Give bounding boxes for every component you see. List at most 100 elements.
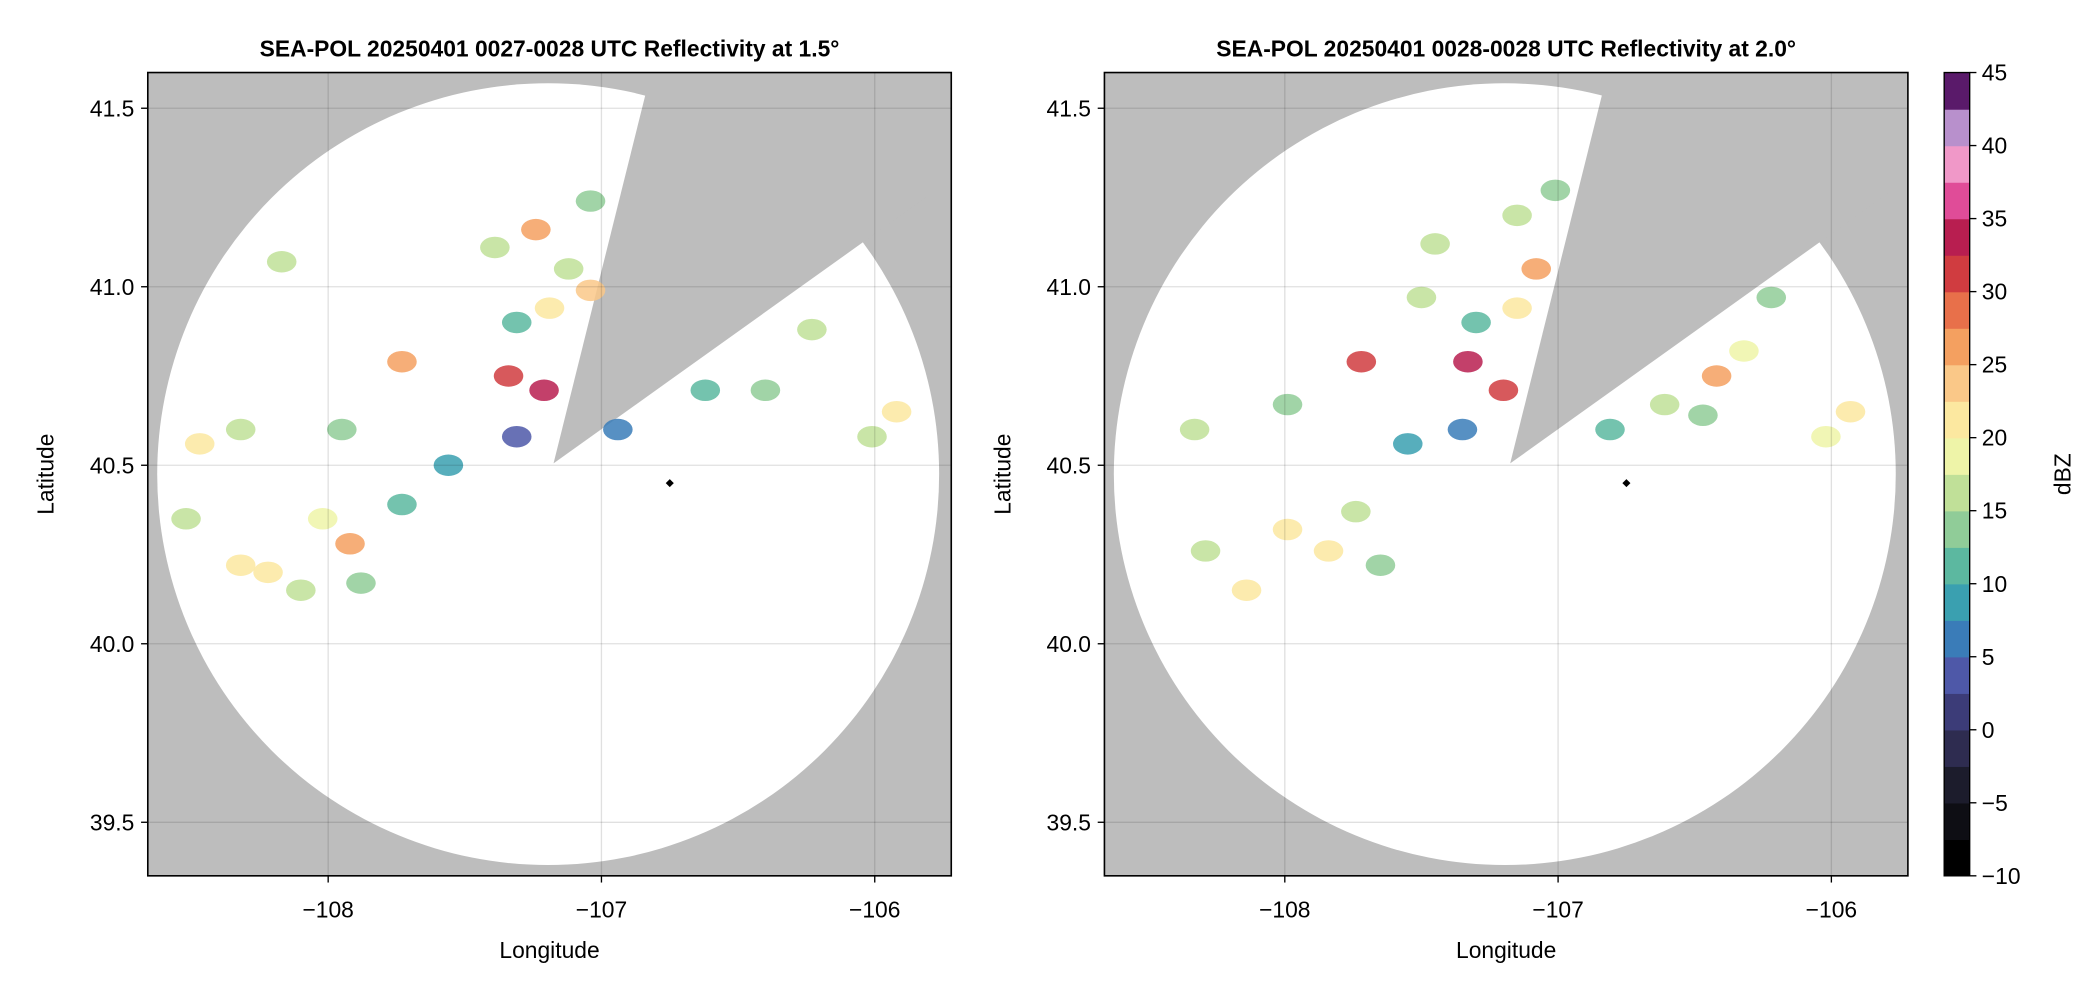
plot-frame xyxy=(1103,71,1909,877)
colorbar-tick-label: 40 xyxy=(1982,133,2007,159)
echo-cell xyxy=(857,425,887,448)
chart-title: SEA-POL 20250401 0027-0028 UTC Reflectiv… xyxy=(260,35,840,61)
y-axis-label: Latitude xyxy=(33,434,59,515)
colorbar-tick-label: −5 xyxy=(1982,790,2008,816)
x-axis-label: Longitude xyxy=(1456,937,1556,963)
colorbar-tick-label: 35 xyxy=(1982,206,2007,232)
echo-cell xyxy=(575,190,606,212)
colorbar-segment xyxy=(1944,437,1970,475)
colorbar-tick-label: 0 xyxy=(1982,717,1995,743)
echo-cell xyxy=(1649,393,1680,416)
y-tick-label: 41.0 xyxy=(90,274,134,300)
colorbar-tick-label: 5 xyxy=(1982,644,1995,670)
colorbar-segment xyxy=(1944,145,1970,183)
y-tick-label: 40.5 xyxy=(1047,452,1091,478)
colorbar-segment xyxy=(1944,109,1970,147)
blocked-sector xyxy=(1510,72,1908,464)
echo-cell xyxy=(1406,286,1437,309)
x-tick-label: −108 xyxy=(302,896,353,922)
echo-cell xyxy=(1453,350,1483,373)
echo-cell xyxy=(603,418,633,441)
echo-cell xyxy=(881,400,912,423)
colorbar-segment xyxy=(1944,656,1970,694)
echo-cell xyxy=(1540,179,1571,202)
x-tick-label: −106 xyxy=(1806,896,1857,922)
colorbar-tick-label: −10 xyxy=(1982,863,2021,889)
y-axis-label: Latitude xyxy=(989,434,1015,515)
colorbar-segment xyxy=(1944,474,1970,512)
echo-cell xyxy=(1190,540,1221,562)
colorbar-segment xyxy=(1944,766,1970,804)
echo-cell xyxy=(1179,418,1210,441)
colorbar-segment xyxy=(1944,182,1970,220)
echo-cell xyxy=(501,311,532,334)
y-tick-label: 41.5 xyxy=(90,95,134,121)
echo-cell xyxy=(480,236,510,259)
echo-cell xyxy=(1488,379,1519,402)
echo-cell xyxy=(171,508,201,530)
plot-frame xyxy=(146,71,953,877)
echo-cell xyxy=(575,279,606,302)
colorbar-label: dBZ xyxy=(2049,453,2075,495)
colorbar-segment xyxy=(1944,547,1970,585)
colorbar-tick-label: 45 xyxy=(1982,60,2007,86)
echo-cell xyxy=(1313,540,1344,562)
y-tick-label: 40.0 xyxy=(1047,631,1091,657)
colorbar-tick-label: 15 xyxy=(1982,498,2007,524)
y-tick-label: 41.0 xyxy=(1047,274,1091,300)
echo-cell xyxy=(335,533,365,555)
colorbar-tick-label: 10 xyxy=(1982,571,2007,597)
echo-cell xyxy=(307,508,338,530)
echo-cell xyxy=(1272,518,1303,541)
echo-cell xyxy=(253,561,283,584)
echo-cell xyxy=(1756,286,1787,309)
colorbar-segment xyxy=(1944,291,1970,329)
echo-cell xyxy=(387,493,417,516)
echo-cell xyxy=(1521,258,1552,280)
colorbar-tick-label: 20 xyxy=(1982,425,2007,451)
echo-cell xyxy=(1341,500,1371,523)
echo-cell xyxy=(225,554,256,576)
colorbar-tick-label: 25 xyxy=(1982,352,2007,378)
colorbar-segment xyxy=(1944,693,1970,731)
echo-cell xyxy=(750,379,781,402)
colorbar-segment xyxy=(1944,401,1970,439)
echo-cell xyxy=(1346,350,1377,373)
colorbar-segment xyxy=(1944,729,1970,767)
plot-area xyxy=(1104,72,1908,876)
echo-cell xyxy=(1701,365,1732,387)
x-tick-label: −106 xyxy=(849,896,900,922)
radar-site xyxy=(1622,479,1631,488)
colorbar-segment xyxy=(1944,255,1970,293)
echo-cell xyxy=(1502,204,1532,227)
colorbar-segment xyxy=(1944,328,1970,366)
y-tick-label: 39.5 xyxy=(1047,809,1091,835)
x-tick-label: −107 xyxy=(576,896,627,922)
echo-cell xyxy=(797,318,827,341)
echo-cell xyxy=(1461,311,1491,334)
colorbar-frame xyxy=(1943,71,1971,877)
colorbar-segment xyxy=(1944,839,1970,877)
echo-cell xyxy=(1420,233,1450,255)
echo-cell xyxy=(1835,400,1866,423)
echo-cell xyxy=(225,418,256,441)
echo-cell xyxy=(493,365,524,387)
colorbar-segment xyxy=(1944,583,1970,621)
echo-cell xyxy=(534,297,565,319)
echo-cell xyxy=(1231,579,1262,601)
echo-cell xyxy=(1729,340,1759,362)
echo-cell xyxy=(1502,297,1532,319)
colorbar-segment xyxy=(1944,620,1970,658)
echo-cell xyxy=(553,258,584,280)
echo-cell xyxy=(286,579,316,601)
colorbar-segment xyxy=(1944,802,1970,840)
echo-cell xyxy=(1447,418,1478,441)
echo-cell xyxy=(1365,554,1396,576)
echo-cell xyxy=(1811,425,1841,448)
echo-cell xyxy=(1272,393,1303,416)
y-tick-label: 39.5 xyxy=(90,809,134,835)
colorbar-segment xyxy=(1944,510,1970,548)
echo-cell xyxy=(327,418,357,441)
